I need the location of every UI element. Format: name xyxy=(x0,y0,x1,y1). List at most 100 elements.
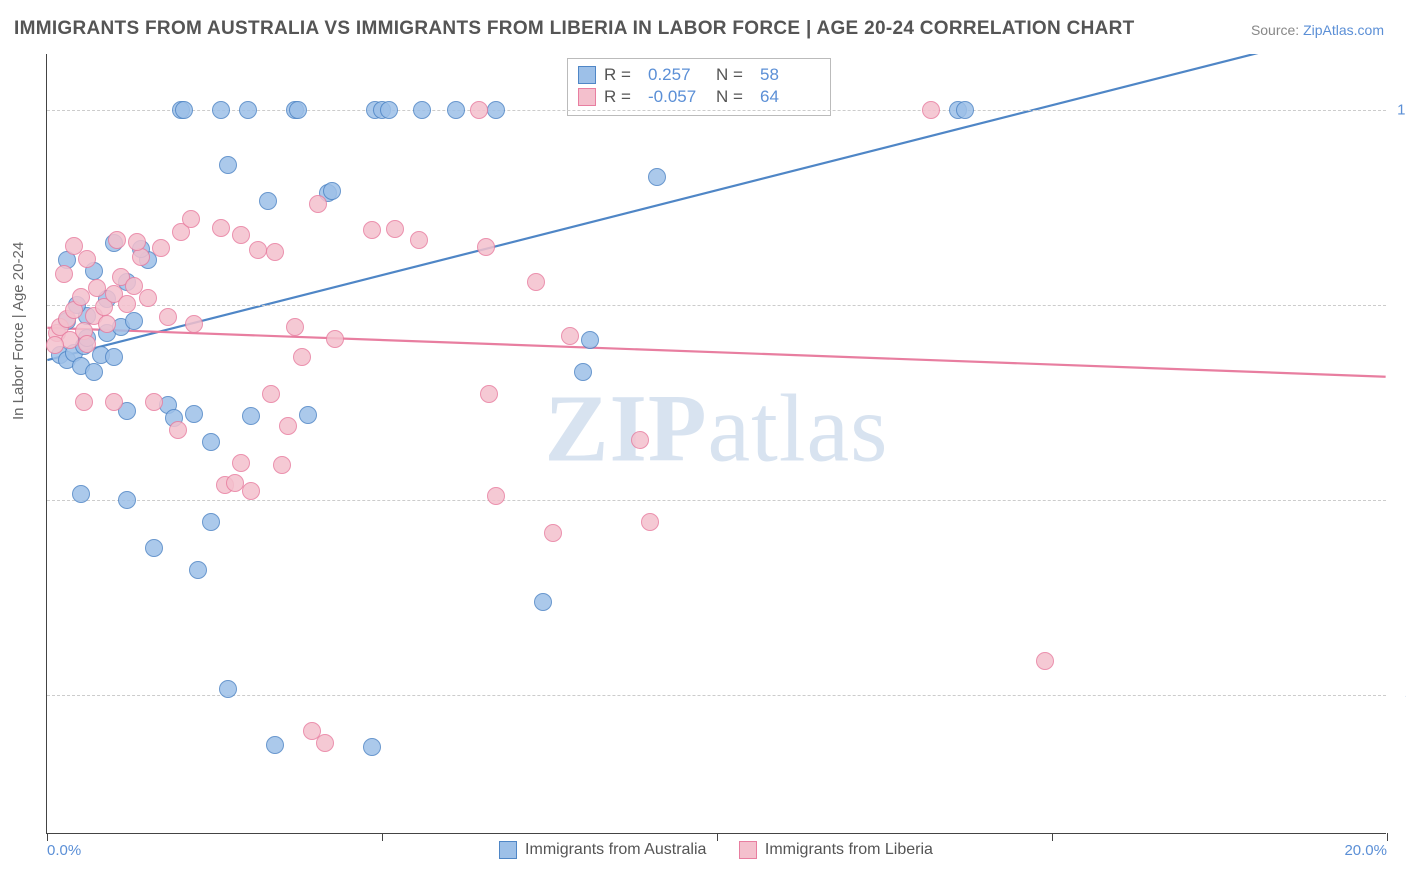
source-link[interactable]: ZipAtlas.com xyxy=(1303,22,1384,38)
plot-area: ZIPatlas R = 0.257 N = 58 R = -0.057 N =… xyxy=(46,54,1386,834)
scatter-point xyxy=(470,101,488,119)
scatter-point xyxy=(279,417,297,435)
scatter-point xyxy=(316,734,334,752)
legend-bottom-swatch-b xyxy=(739,841,757,859)
scatter-point xyxy=(118,295,136,313)
legend-row-series-a: R = 0.257 N = 58 xyxy=(578,65,820,85)
gridline-h xyxy=(47,305,1386,306)
scatter-point xyxy=(65,237,83,255)
scatter-point xyxy=(239,101,257,119)
legend-r-label: R = xyxy=(604,87,640,107)
scatter-point xyxy=(534,593,552,611)
scatter-point xyxy=(46,336,64,354)
scatter-point xyxy=(242,407,260,425)
scatter-point xyxy=(293,348,311,366)
scatter-point xyxy=(259,192,277,210)
scatter-point xyxy=(648,168,666,186)
legend-bottom-item-a: Immigrants from Australia xyxy=(499,841,706,859)
x-tick xyxy=(47,833,48,841)
watermark-rest: atlas xyxy=(708,374,889,481)
y-tick-label: 100.0% xyxy=(1392,101,1406,118)
source-prefix: Source: xyxy=(1251,22,1303,38)
watermark: ZIPatlas xyxy=(545,372,889,483)
scatter-point xyxy=(88,279,106,297)
scatter-point xyxy=(232,454,250,472)
scatter-point xyxy=(922,101,940,119)
scatter-point xyxy=(363,738,381,756)
scatter-point xyxy=(169,421,187,439)
scatter-point xyxy=(78,250,96,268)
scatter-point xyxy=(380,101,398,119)
legend-r-value-a: 0.257 xyxy=(648,65,708,85)
scatter-point xyxy=(75,393,93,411)
scatter-point xyxy=(139,289,157,307)
scatter-point xyxy=(232,226,250,244)
scatter-point xyxy=(212,219,230,237)
scatter-point xyxy=(527,273,545,291)
y-tick-label: 82.5% xyxy=(1392,296,1406,313)
scatter-point xyxy=(581,331,599,349)
scatter-point xyxy=(477,238,495,256)
legend-r-value-b: -0.057 xyxy=(648,87,708,107)
scatter-point xyxy=(561,327,579,345)
scatter-point xyxy=(323,182,341,200)
x-tick xyxy=(382,833,383,841)
scatter-point xyxy=(544,524,562,542)
legend-n-value-a: 58 xyxy=(760,65,820,85)
scatter-point xyxy=(55,265,73,283)
scatter-point xyxy=(128,233,146,251)
scatter-point xyxy=(145,539,163,557)
legend-r-label: R = xyxy=(604,65,640,85)
scatter-point xyxy=(85,363,103,381)
scatter-point xyxy=(413,101,431,119)
scatter-point xyxy=(219,680,237,698)
trendlines-svg xyxy=(47,54,1386,833)
scatter-point xyxy=(105,348,123,366)
scatter-point xyxy=(262,385,280,403)
scatter-point xyxy=(105,393,123,411)
chart-container: ZIPatlas R = 0.257 N = 58 R = -0.057 N =… xyxy=(46,54,1386,834)
scatter-point xyxy=(189,561,207,579)
scatter-point xyxy=(212,101,230,119)
scatter-point xyxy=(72,288,90,306)
x-tick xyxy=(717,833,718,841)
scatter-point xyxy=(631,431,649,449)
scatter-point xyxy=(242,482,260,500)
scatter-point xyxy=(273,456,291,474)
scatter-point xyxy=(410,231,428,249)
legend-n-label: N = xyxy=(716,65,752,85)
x-tick xyxy=(1387,833,1388,841)
scatter-point xyxy=(202,433,220,451)
legend-swatch-b xyxy=(578,88,596,106)
scatter-point xyxy=(487,487,505,505)
scatter-point xyxy=(487,101,505,119)
scatter-point xyxy=(152,239,170,257)
scatter-point xyxy=(249,241,267,259)
legend-row-series-b: R = -0.057 N = 64 xyxy=(578,87,820,107)
scatter-point xyxy=(574,363,592,381)
y-tick-label: 47.5% xyxy=(1392,686,1406,703)
scatter-point xyxy=(219,156,237,174)
scatter-point xyxy=(286,318,304,336)
watermark-bold: ZIP xyxy=(545,374,708,481)
scatter-point xyxy=(125,312,143,330)
scatter-point xyxy=(480,385,498,403)
scatter-point xyxy=(118,491,136,509)
y-axis-label: In Labor Force | Age 20-24 xyxy=(10,242,27,420)
trendline xyxy=(47,328,1385,377)
scatter-point xyxy=(363,221,381,239)
scatter-point xyxy=(326,330,344,348)
scatter-point xyxy=(1036,652,1054,670)
scatter-point xyxy=(266,736,284,754)
legend-bottom-swatch-a xyxy=(499,841,517,859)
legend-n-label: N = xyxy=(716,87,752,107)
scatter-point xyxy=(72,485,90,503)
scatter-point xyxy=(309,195,327,213)
legend-swatch-a xyxy=(578,66,596,84)
source-attribution: Source: ZipAtlas.com xyxy=(1251,22,1384,38)
scatter-point xyxy=(185,405,203,423)
scatter-point xyxy=(202,513,220,531)
gridline-h xyxy=(47,695,1386,696)
y-tick-label: 65.0% xyxy=(1392,491,1406,508)
scatter-point xyxy=(78,335,96,353)
